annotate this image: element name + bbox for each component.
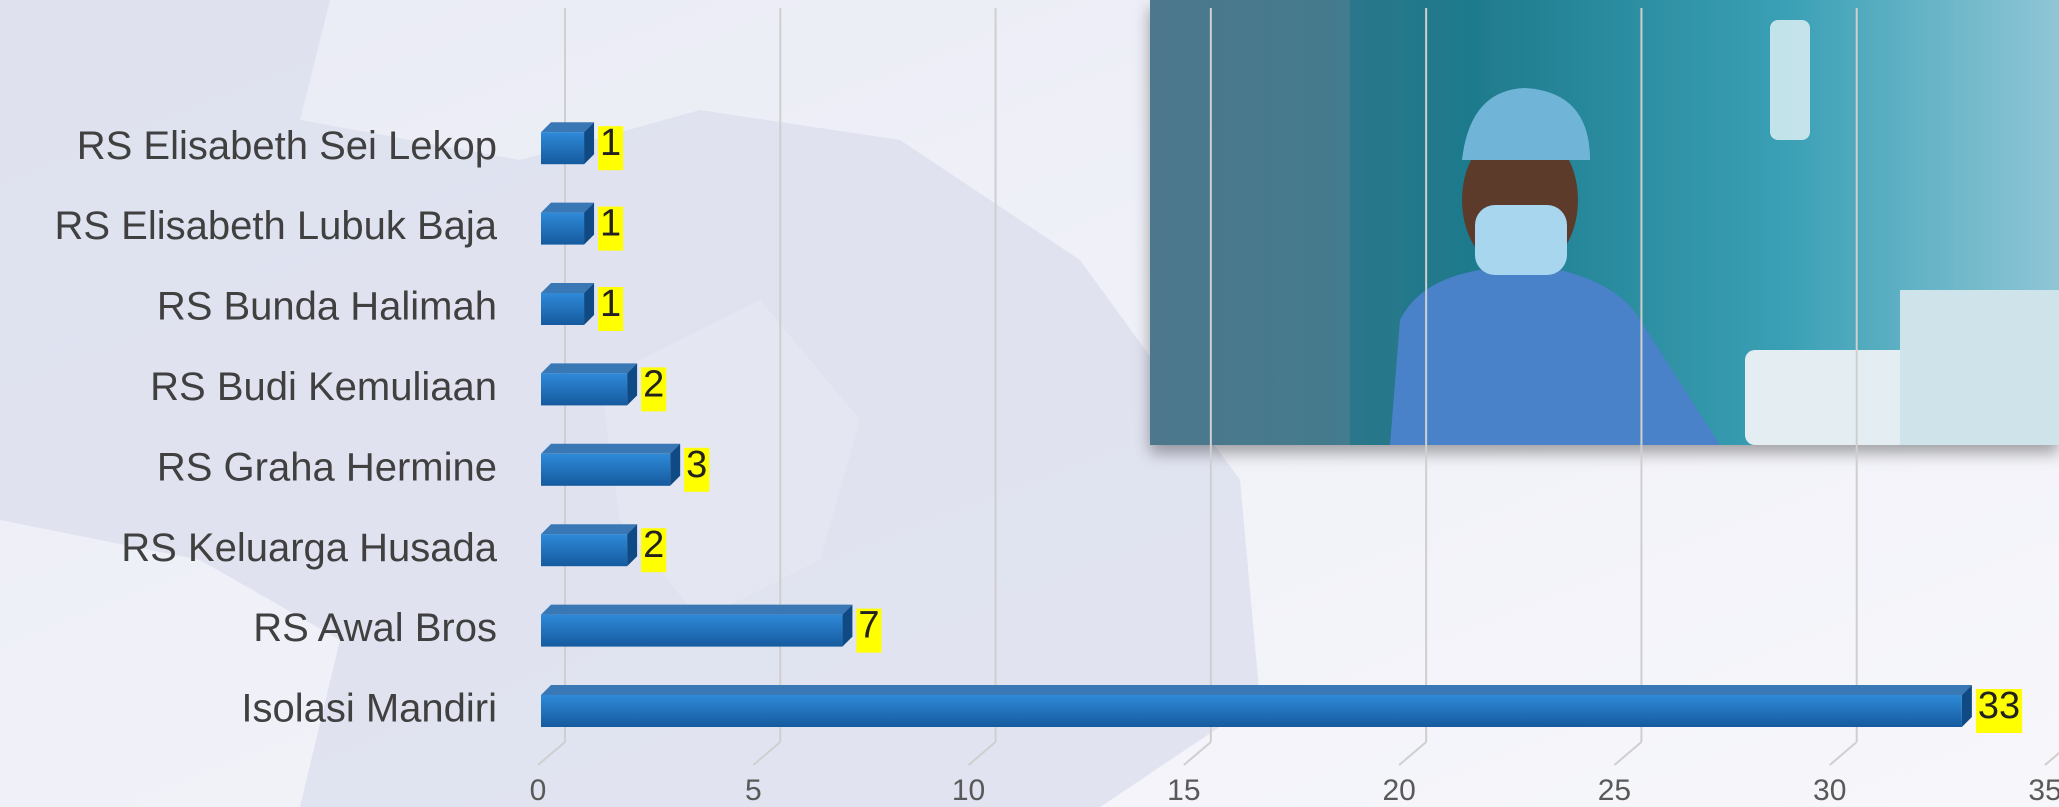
bar: [541, 132, 584, 164]
x-tick-label: 5: [745, 774, 762, 807]
bar-top: [541, 524, 637, 534]
bar-top: [541, 685, 1972, 695]
value-label: 1: [600, 203, 621, 245]
x-tick-label: 25: [1598, 774, 1631, 807]
x-tick-label: 35: [2028, 774, 2059, 807]
bar: [541, 293, 584, 325]
bar: [541, 454, 670, 486]
bar: [541, 695, 1962, 727]
value-label: 33: [1978, 685, 2020, 727]
photo-monitor: [1745, 350, 1915, 445]
y-tick-label: RS Graha Hermine: [157, 445, 497, 489]
x-tick-label: 30: [1813, 774, 1846, 807]
photo: [1150, 0, 2059, 445]
value-label: 7: [858, 605, 879, 647]
y-tick-label: RS Awal Bros: [253, 606, 497, 650]
bar-top: [541, 363, 637, 373]
bar: [541, 213, 584, 245]
x-tick-label: 0: [530, 774, 547, 807]
photo-iv-bag: [1770, 20, 1810, 140]
value-label: 3: [686, 444, 707, 486]
bar-top: [541, 444, 680, 454]
y-tick-label: RS Elisabeth Sei Lekop: [77, 124, 497, 168]
chart: 0 5 10 15 20 25 30 35 RS Elisabeth Sei Lekop 1 RS …: [0, 0, 2059, 807]
x-tick-label: 15: [1167, 774, 1200, 807]
y-tick-label: RS Budi Kemuliaan: [150, 365, 497, 409]
y-tick-label: RS Elisabeth Lubuk Baja: [55, 204, 498, 248]
photo-blur: [1150, 0, 1350, 445]
bar: [541, 373, 627, 405]
value-label: 2: [643, 363, 664, 405]
y-tick-label: Isolasi Mandiri: [241, 687, 497, 731]
photo-screen: [1900, 290, 2059, 445]
value-label: 2: [643, 524, 664, 566]
y-tick-label: RS Bunda Halimah: [157, 285, 497, 329]
value-label: 1: [600, 122, 621, 164]
value-label: 1: [600, 283, 621, 325]
y-tick-label: RS Keluarga Husada: [121, 526, 498, 570]
x-tick-label: 20: [1382, 774, 1415, 807]
photo-person-mask: [1475, 205, 1567, 275]
bar: [541, 534, 627, 566]
bar: [541, 615, 842, 647]
bar-top: [541, 605, 852, 615]
x-tick-label: 10: [952, 774, 985, 807]
